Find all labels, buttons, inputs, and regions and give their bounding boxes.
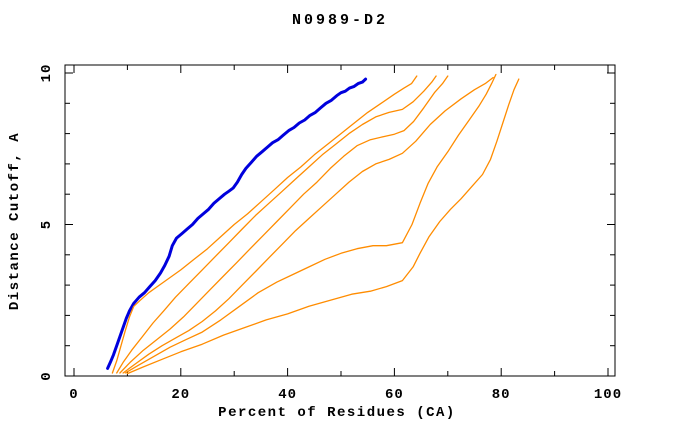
x-tick-label: 100	[594, 387, 622, 403]
x-tick-label: 40	[278, 387, 297, 403]
x-tick-label: 0	[69, 387, 78, 403]
y-tick-label: 5	[39, 220, 55, 229]
orange-curve-5	[124, 73, 497, 374]
x-axis-label: Percent of Residues (CA)	[218, 405, 456, 421]
blue-model-curve	[106, 77, 368, 370]
x-tick-label: 20	[171, 387, 190, 403]
y-tick-label: 10	[39, 64, 55, 83]
chart-title: N0989-D2	[292, 12, 388, 29]
orange-curve-1	[111, 75, 418, 374]
x-tick-label: 60	[385, 387, 404, 403]
orange-curve-3	[119, 75, 449, 374]
x-tick-label: 80	[492, 387, 511, 403]
plot-area: 0 20 40 60 80 100 0 5 10	[39, 64, 622, 403]
orange-curve-6	[126, 78, 520, 375]
orange-curve-4	[122, 76, 494, 374]
y-axis-label: Distance Cutoff, A	[7, 132, 23, 310]
plot-frame	[64, 64, 616, 377]
orange-curve-2	[116, 75, 437, 374]
curves-group	[106, 73, 520, 375]
y-tick-label: 0	[39, 371, 55, 380]
